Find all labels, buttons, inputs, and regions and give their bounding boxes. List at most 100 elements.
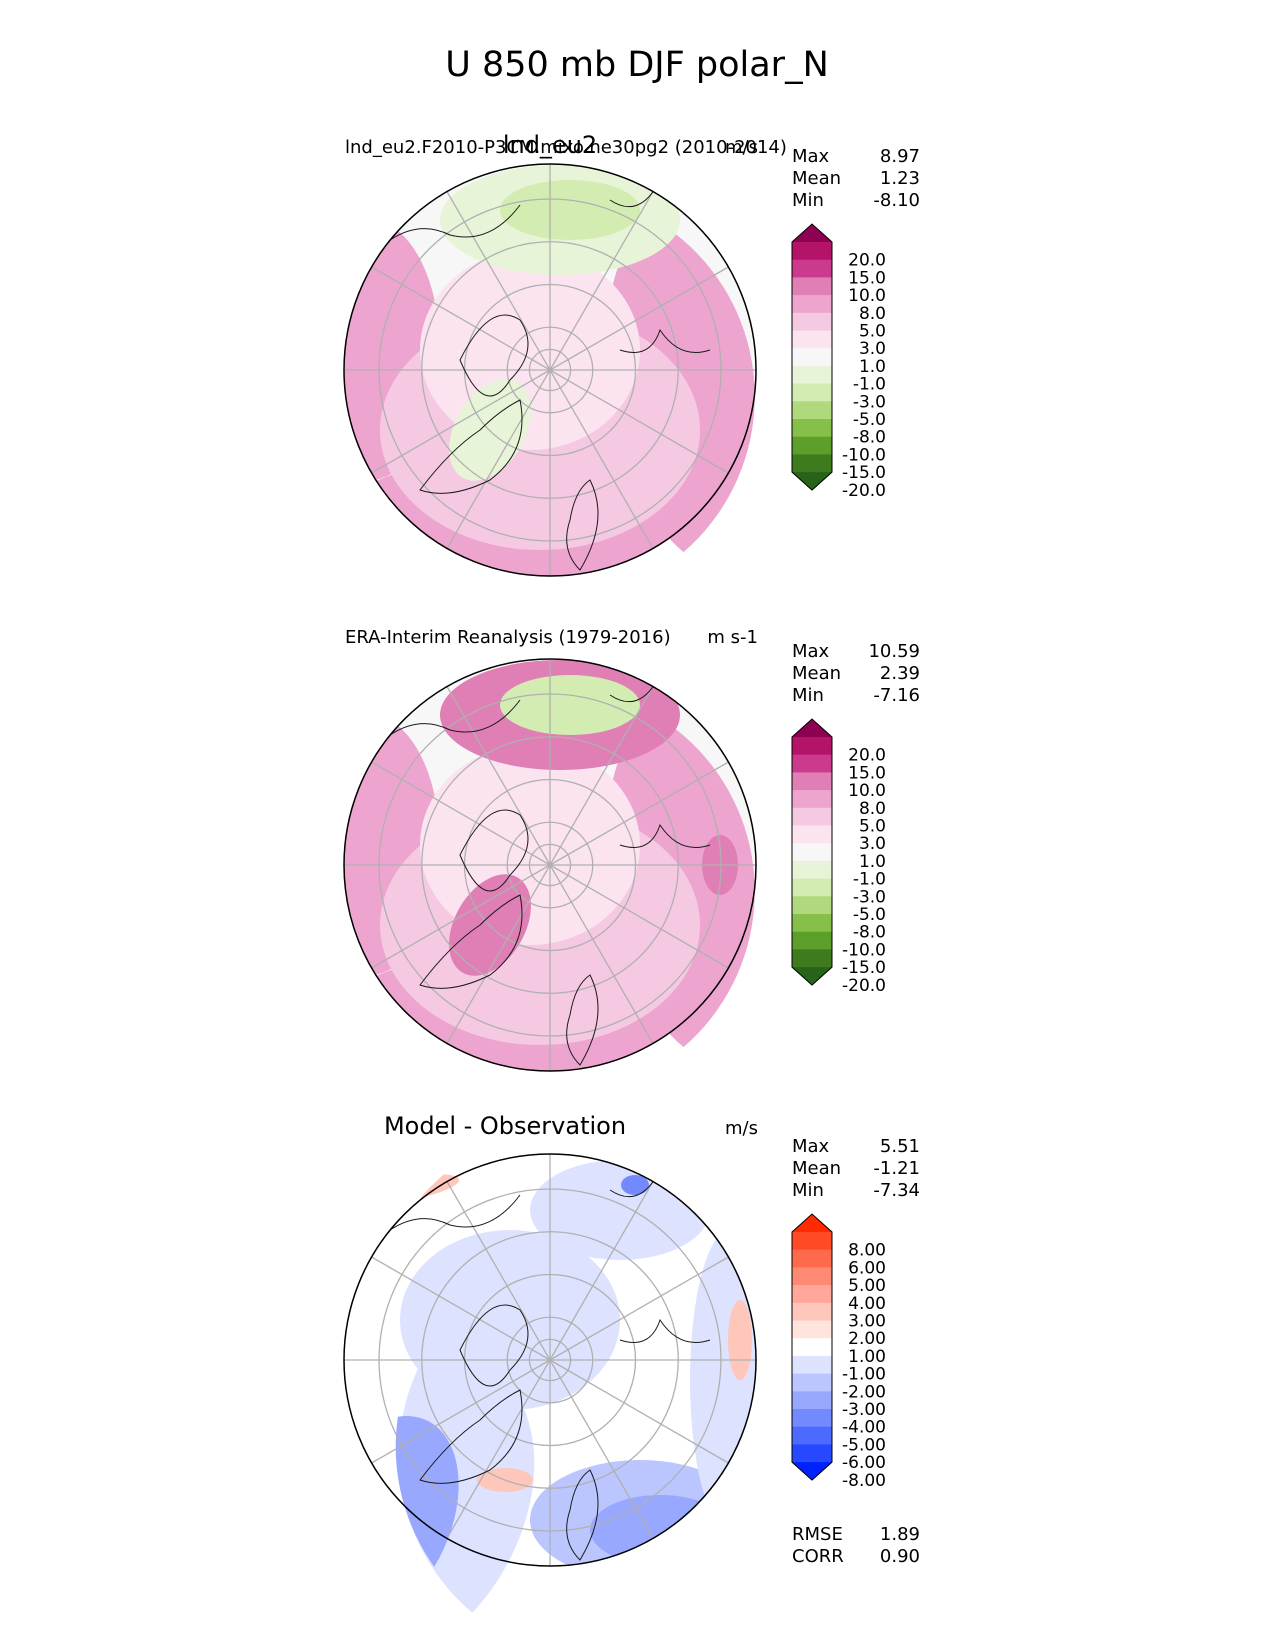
colorbar-outline (791, 718, 833, 986)
colorbar-segment (792, 1355, 832, 1375)
colorbar-tick-label: -5.00 (842, 1435, 886, 1455)
colorbar-tick-label: -15.0 (842, 463, 886, 483)
map-boundary (343, 163, 757, 577)
field-region (590, 1495, 730, 1565)
map-boundary (343, 1153, 757, 1567)
meridian-line (371, 1256, 551, 1361)
colorbar-segment (792, 1302, 832, 1321)
meridian-line (446, 1359, 551, 1539)
colorbar-tick-label: 10.0 (848, 781, 886, 801)
coastline (459, 809, 529, 892)
meridian-line (549, 369, 729, 474)
colorbar-segment (792, 825, 832, 844)
colorbar-extend-min (792, 1462, 832, 1481)
colorbar-segment (792, 1426, 832, 1445)
colorbar-segment (792, 1338, 832, 1357)
colorbar-tick-label: 1.0 (859, 852, 886, 872)
colorbar-segment (792, 1267, 832, 1286)
panel-units: m s-1 (707, 627, 758, 648)
colorbar-segment (792, 1285, 832, 1304)
colorbar-tick-label: 20.0 (848, 251, 886, 271)
field-region (621, 1175, 649, 1195)
meridian-line (371, 864, 551, 969)
colorbar-segment (792, 790, 832, 809)
colorbar-tick-label: 3.0 (859, 834, 886, 854)
colorbar-extend-min (792, 472, 832, 491)
coastline (566, 479, 599, 571)
meridian-line (371, 266, 551, 371)
colorbar-segment (792, 949, 832, 968)
stat-label-rmse: RMSE (792, 1524, 843, 1545)
colorbar-tick-label: 8.0 (859, 304, 886, 324)
stat-value-min: -7.16 (873, 685, 920, 706)
colorbar-segment (792, 896, 832, 915)
colorbar-extend-min (792, 967, 832, 986)
colorbar-tick-label: 10.0 (848, 286, 886, 306)
colorbar-outline (791, 223, 833, 491)
colorbar-segment (792, 737, 832, 756)
colorbar: 20.015.010.08.05.03.01.0-1.0-3.0-5.0-8.0… (791, 223, 886, 501)
colorbar-extend-max (792, 1214, 832, 1232)
colorbar-tick-label: -8.0 (853, 923, 886, 943)
colorbar-tick-label: 15.0 (848, 268, 886, 288)
colorbar-extend-max (792, 224, 832, 242)
colorbar-tick-label: 5.0 (859, 817, 886, 837)
coastline (419, 399, 523, 494)
colorbar-tick-label: 8.0 (859, 799, 886, 819)
panel-title: Model - Observation (384, 1112, 626, 1140)
colorbar-tick-label: -5.0 (853, 410, 886, 430)
meridian-line (549, 864, 654, 1044)
colorbar-segment (792, 330, 832, 349)
meridian-line (549, 266, 729, 371)
stat-label-max: Max (792, 641, 830, 662)
colorbar-tick-label: -10.0 (842, 445, 886, 465)
colorbar-segment (792, 348, 832, 367)
coastline (419, 1389, 523, 1484)
panel-subtitle: ERA-Interim Reanalysis (1979-2016) (345, 627, 671, 648)
stat-value-mean: -1.21 (873, 1158, 920, 1179)
meridian-line (446, 686, 551, 866)
colorbar-segment (792, 1444, 832, 1463)
colorbar-tick-label: -10.0 (842, 940, 886, 960)
colorbar-tick-label: -1.00 (842, 1365, 886, 1385)
colorbar: 20.015.010.08.05.03.01.0-1.0-3.0-5.0-8.0… (791, 718, 886, 996)
meridian-line (446, 369, 551, 549)
colorbar-segment (792, 931, 832, 950)
coastline (419, 894, 523, 989)
stat-label-corr: CORR (792, 1546, 844, 1567)
colorbar-tick-label: 5.00 (848, 1276, 886, 1296)
colorbar-segment (792, 807, 832, 826)
colorbar-segment (792, 454, 832, 473)
field-region (500, 180, 640, 240)
stat-value-min: -8.10 (873, 190, 920, 211)
colorbar-tick-label: 8.00 (848, 1241, 886, 1261)
colorbar-segment (792, 401, 832, 420)
colorbar-tick-label: -4.00 (842, 1418, 886, 1438)
colorbar-tick-label: -2.00 (842, 1382, 886, 1402)
colorbar-tick-label: 1.0 (859, 357, 886, 377)
meridian-line (549, 864, 729, 969)
coastline (389, 204, 521, 241)
colorbar-tick-label: -20.0 (842, 481, 886, 501)
colorbar-segment (792, 383, 832, 402)
colorbar-tick-label: 15.0 (848, 763, 886, 783)
map-boundary (343, 658, 757, 1072)
colorbar-segment (792, 419, 832, 438)
meridian-line (549, 1256, 729, 1361)
colorbar-segment (792, 242, 832, 261)
colorbar-tick-label: -3.00 (842, 1400, 886, 1420)
meridian-line (549, 191, 654, 371)
colorbar-segment (792, 365, 832, 385)
colorbar-segment (792, 259, 832, 278)
figure-title: U 850 mb DJF polar_N (445, 45, 829, 85)
stat-label-min: Min (792, 190, 824, 211)
stat-value-corr: 0.90 (880, 1546, 920, 1567)
colorbar-segment (792, 860, 832, 880)
coastline (566, 974, 599, 1066)
colorbar-tick-label: 2.00 (848, 1329, 886, 1349)
meridian-line (446, 1181, 551, 1361)
colorbar: 8.006.005.004.003.002.001.00-1.00-2.00-3… (791, 1213, 886, 1491)
colorbar-segment (792, 1391, 832, 1410)
colorbar-segment (792, 843, 832, 862)
